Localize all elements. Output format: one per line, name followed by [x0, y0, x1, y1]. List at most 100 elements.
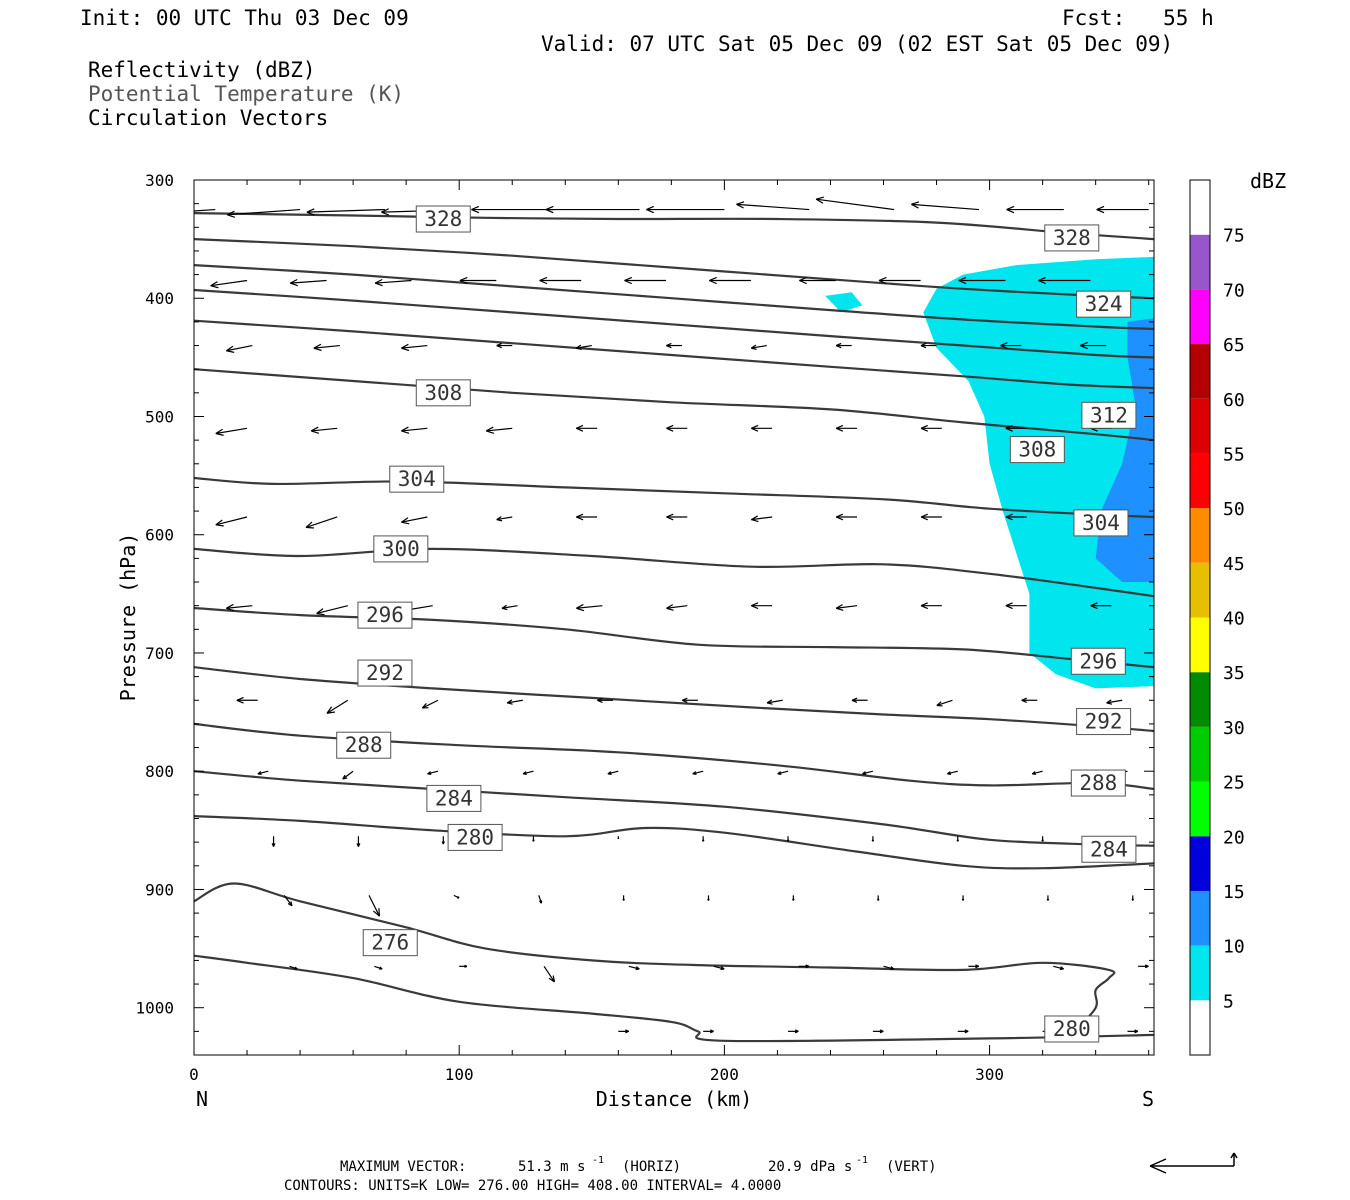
- y-tick-label: 800: [145, 762, 174, 781]
- circulation-vector: [961, 895, 965, 901]
- circulation-vector: [878, 276, 921, 285]
- forecast-hour: Fcst: 55 h: [1062, 6, 1214, 30]
- theta-contour-296: [194, 606, 1154, 669]
- colorbar-segment: [1190, 453, 1210, 509]
- circulation-vector: [545, 205, 640, 214]
- circulation-vector: [666, 342, 682, 349]
- colorbar-title: dBZ: [1250, 169, 1286, 193]
- circulation-vector: [421, 699, 439, 709]
- circulation-vector: [835, 604, 858, 611]
- colorbar-segment: [1190, 890, 1210, 946]
- colorbar-segment: [1190, 398, 1210, 454]
- circulation-vector: [453, 894, 460, 899]
- theta-contour-300: [194, 547, 1154, 598]
- theta-contour-label: 328: [415, 205, 471, 233]
- circulation-vector: [1005, 424, 1027, 432]
- circulation-vector: [835, 513, 857, 521]
- x-end-label-south: S: [1142, 1087, 1154, 1111]
- theta-contour-label: 300: [373, 535, 429, 563]
- circulation-vector: [1046, 895, 1050, 901]
- theta-label-text: 276: [371, 931, 409, 955]
- circulation-vector: [792, 895, 795, 901]
- field-circulation-vectors: Circulation Vectors: [88, 106, 329, 130]
- circulation-vector: [751, 424, 773, 432]
- circulation-vector: [835, 424, 857, 432]
- theta-contour-label: 284: [426, 784, 482, 812]
- theta-label-text: 328: [424, 207, 462, 231]
- circulation-vector: [751, 515, 773, 523]
- circulation-vector: [374, 965, 383, 970]
- circulation-vector: [522, 770, 534, 775]
- circulation-vector: [326, 699, 349, 714]
- colorbar-segment: [1190, 672, 1210, 727]
- colorbar-level-label: 40: [1223, 609, 1245, 630]
- circulation-vector: [622, 895, 625, 901]
- y-tick-label: 300: [145, 171, 174, 190]
- colorbar-segment: [1190, 1000, 1210, 1055]
- circulation-vector: [607, 770, 619, 775]
- y-tick-label: 1000: [135, 999, 174, 1018]
- plot-frame: [193, 179, 1155, 1056]
- circulation-vector: [471, 205, 555, 214]
- x-tick-label: 100: [445, 1065, 474, 1084]
- theta-contour-label: 308: [415, 379, 471, 407]
- x-tick-label: 300: [975, 1065, 1004, 1084]
- circulation-vector: [936, 699, 953, 707]
- circulation-vector: [1005, 602, 1027, 610]
- theta-contour-label: 304: [389, 465, 445, 493]
- colorbar-level-label: 20: [1223, 827, 1245, 848]
- colorbar-segment: [1190, 617, 1210, 673]
- theta-contour-label: 280: [447, 823, 503, 851]
- circulation-vector: [624, 276, 667, 285]
- theta-label-text: 308: [1018, 438, 1056, 462]
- circulation-vector: [194, 208, 216, 212]
- colorbar-level-label: 45: [1223, 554, 1245, 575]
- theta-contour-320: [194, 264, 1154, 331]
- circulation-vector: [958, 276, 1006, 285]
- init-time: Init: 00 UTC Thu 03 Dec 09: [80, 6, 409, 30]
- theta-contour-308: [194, 368, 1154, 442]
- reflectivity-region-5-dbz: [825, 292, 863, 313]
- theta-contour-label: 312: [1081, 401, 1137, 429]
- circulation-vector: [872, 1029, 884, 1034]
- circulation-vector: [666, 424, 688, 432]
- circulation-vector: [1096, 205, 1149, 214]
- circulation-vector: [876, 895, 880, 901]
- circulation-vector: [799, 276, 836, 285]
- circulation-vector: [227, 208, 301, 218]
- circulation-vector: [289, 965, 298, 970]
- circulation-vector: [946, 770, 958, 775]
- circulation-vector: [618, 1029, 629, 1034]
- colorbar-level-label: 25: [1223, 773, 1245, 794]
- circulation-vector: [1038, 276, 1091, 285]
- colorbar-level-label: 30: [1223, 718, 1245, 739]
- circulation-vector: [1080, 341, 1107, 350]
- contour-info: CONTOURS: UNITS=K LOW= 276.00 HIGH= 408.…: [284, 1178, 781, 1194]
- circulation-vector: [1127, 1029, 1139, 1034]
- circulation-vector: [701, 836, 705, 842]
- theta-contour-label: 280: [1044, 1015, 1100, 1043]
- x-tick-label: 200: [710, 1065, 739, 1084]
- circulation-vector: [215, 516, 248, 527]
- theta-contour-304: [194, 476, 1154, 519]
- circulation-vector: [543, 965, 556, 983]
- colorbar-level-label: 15: [1223, 882, 1245, 903]
- circulation-vector: [751, 602, 773, 610]
- circulation-vector: [539, 276, 582, 285]
- circulation-vector: [257, 770, 269, 775]
- circulation-vector: [920, 424, 942, 432]
- theta-contour-316: [194, 288, 1154, 359]
- y-tick-label: 700: [145, 644, 174, 663]
- circulation-vector: [1006, 205, 1064, 214]
- theta-contour-label: 292: [357, 659, 413, 687]
- circulation-vector: [401, 426, 428, 434]
- theta-contour-280: [194, 954, 1154, 1043]
- colorbar-level-label: 5: [1223, 991, 1234, 1012]
- circulation-vector: [305, 516, 338, 529]
- theta-contour-292: [194, 666, 1154, 733]
- theta-label-text: 328: [1053, 226, 1091, 250]
- circulation-vector: [215, 427, 248, 436]
- theta-label-text: 304: [398, 467, 436, 491]
- theta-contour-label: 292: [1076, 708, 1132, 736]
- y-axis-label: Pressure (hPa): [116, 533, 140, 702]
